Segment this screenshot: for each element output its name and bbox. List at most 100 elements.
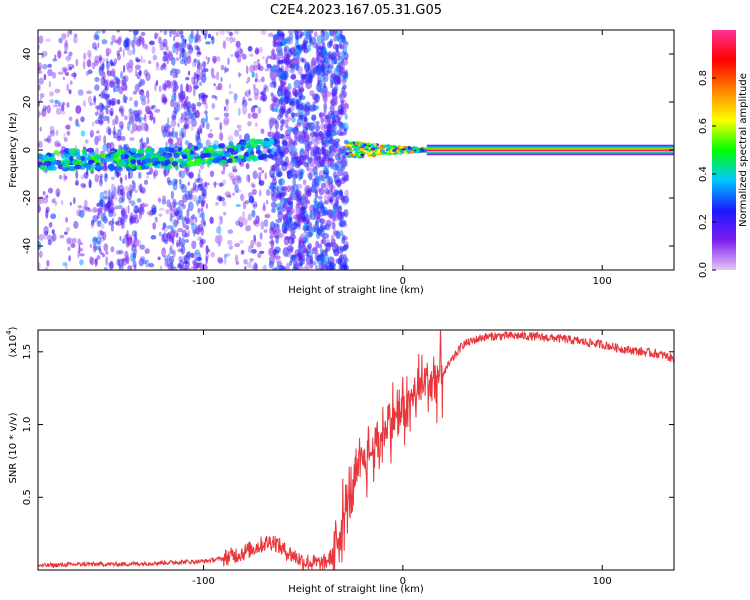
spectrogram-cell (119, 47, 123, 52)
spectrogram-cell (134, 189, 138, 193)
spectrogram-cell (290, 191, 295, 199)
spectrogram-cell (320, 218, 326, 225)
spectrogram-cell (160, 160, 165, 166)
spectrogram-cell (198, 261, 202, 267)
spectrogram-cell (122, 48, 125, 58)
spectrogram-cell (228, 31, 234, 37)
spectrogram-cell (66, 130, 71, 136)
spectrogram-cell (187, 70, 191, 76)
spectrogram-cell (191, 61, 194, 68)
spectrogram-cell (89, 255, 93, 265)
spectrogram-cell (154, 82, 157, 92)
spectrogram-cell (227, 57, 230, 66)
spectrogram-cell (92, 236, 98, 245)
spectrogram-cell (159, 30, 163, 33)
spectrogram-cell (139, 244, 146, 250)
spectrogram-cell (245, 65, 249, 75)
spectrogram-cell (104, 157, 111, 163)
spectrogram-cell (172, 198, 177, 208)
spectrogram-cell (259, 139, 264, 144)
spectrogram-cell (260, 128, 265, 134)
spectrogram-cell (196, 236, 202, 241)
spectrogram-cell (329, 209, 336, 217)
spectrogram-cell (284, 129, 291, 137)
spectrogram-cell (283, 46, 288, 54)
x-tick-label: 0 (400, 576, 406, 587)
spectrogram-cell (258, 189, 262, 197)
snr-multiplier-base: (x10 (8, 335, 19, 358)
spectrogram-cell (199, 81, 202, 87)
spectrogram-cell (169, 247, 173, 255)
spectrogram-cell (255, 263, 258, 270)
spectrogram-cell (134, 64, 141, 70)
spectrogram-cell (160, 155, 165, 161)
spectrogram-cell (165, 141, 168, 148)
spectrogram-cell (308, 30, 314, 34)
spectrogram-cell (120, 262, 124, 270)
spectrogram-cell (141, 164, 146, 170)
spectrogram-cell (196, 73, 199, 83)
spectrogram-cell (328, 197, 334, 203)
spectrogram-cell (339, 263, 344, 270)
spectrogram-cell (116, 189, 123, 196)
spectrogram-cell (289, 128, 293, 133)
spectrogram-cell (323, 123, 328, 130)
spectrogram-cell (127, 238, 131, 244)
spectrogram-cell (244, 151, 249, 157)
spectrogram-cell (286, 218, 294, 229)
spectrogram-cell (49, 91, 54, 97)
spectrogram-cell (383, 144, 388, 148)
spectrogram-cell (75, 222, 79, 227)
spectrogram-cell (215, 86, 221, 91)
spectrogram-cell (247, 121, 252, 127)
spectrogram-cell (340, 92, 347, 99)
spectrogram-marks (38, 30, 674, 270)
spectrogram-cell (125, 166, 131, 172)
spectrogram-cell (161, 247, 167, 258)
spectrogram-cell (287, 200, 293, 206)
spectrogram-cell (217, 234, 223, 244)
spectrogram-cell (282, 203, 287, 209)
spectrogram-cell (54, 99, 60, 104)
spectrogram-cell (38, 77, 44, 85)
spectrogram-cell (205, 114, 208, 123)
spectrogram-cell (276, 193, 283, 200)
spectrogram-cell (100, 104, 106, 111)
spectrogram-cell (290, 112, 295, 118)
spectrogram-cell (220, 122, 223, 131)
spectrogram-cell (45, 194, 49, 199)
spectrogram-cell (57, 71, 64, 75)
spectrogram-cell (64, 175, 68, 180)
spectrogram-cell (223, 211, 227, 216)
spectrogram-cell (184, 238, 190, 244)
spectrogram-cell (316, 267, 324, 270)
spectrogram-cell (323, 102, 328, 112)
snr-y-multiplier: (x104) (5, 326, 19, 357)
spectrogram-cell (303, 115, 307, 122)
spectrogram-cell (251, 198, 254, 204)
spectrogram-cell (108, 196, 113, 206)
spectrogram-cell (197, 195, 202, 204)
spectrogram-cell (287, 141, 293, 146)
spectrogram-cell (193, 77, 196, 85)
spectrogram-cell (267, 32, 274, 38)
spectrogram-cell (254, 236, 257, 245)
spectrogram-cell (263, 219, 269, 227)
spectrogram-cell (292, 177, 297, 187)
spectrogram-cell (295, 183, 303, 189)
spectrogram-cell (88, 53, 92, 61)
spectrogram-cell (313, 93, 321, 103)
spectrogram-cell (197, 207, 201, 214)
spectrogram-cell (386, 150, 391, 154)
spectrogram-cell (128, 111, 133, 122)
spectrogram-cell (216, 150, 223, 156)
spectrogram-cell (211, 95, 217, 99)
spectrogram-cell (148, 263, 155, 268)
spectrogram-cell (302, 121, 306, 129)
spectrogram-x-label: Height of straight line (km) (288, 285, 424, 296)
spectrogram-cell (94, 154, 100, 160)
spectrogram-cell (105, 48, 112, 55)
spectrogram-cell (109, 79, 115, 84)
spectrogram-cell (320, 239, 324, 245)
spectrogram-cell (184, 254, 188, 264)
